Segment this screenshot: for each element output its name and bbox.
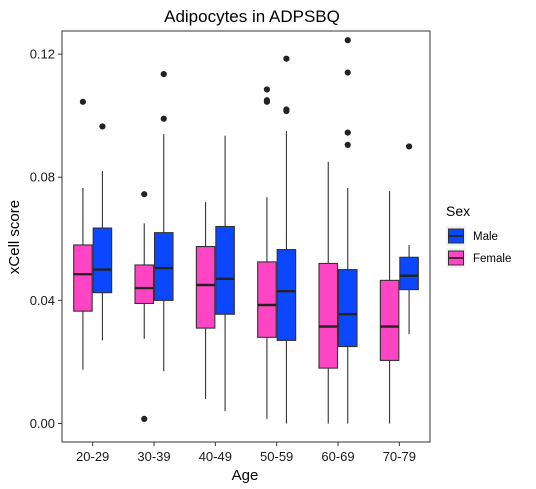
x-axis-title: Age [232,467,259,484]
x-tick-label: 30-39 [137,449,170,464]
y-tick-label: 0.04 [30,293,55,308]
box [153,232,174,301]
box [337,269,358,348]
outlier-point [160,115,167,122]
x-tick-label: 60-69 [321,449,354,464]
y-tick-label: 0.12 [30,47,55,62]
outlier-point [141,191,148,198]
male-box-40-49 [215,135,235,412]
female-box-20-29 [73,98,93,370]
outlier-point [344,141,351,149]
box [215,225,235,315]
outlier-point [263,86,271,93]
x-tick-label: 40-49 [199,449,232,464]
box [134,264,155,305]
box [318,262,339,369]
y-axis: 0.00 0.04 0.08 0.12 [30,47,62,431]
legend-label-female: Female [473,253,511,265]
female-box-50-59 [257,86,277,419]
outlier-point [99,123,106,130]
outlier-point [141,415,148,423]
box [195,245,216,329]
outlier-point [283,107,290,115]
outlier-point [283,55,290,62]
x-axis: 20-29 30-39 40-49 50-59 60-69 70-79 [76,442,416,464]
male-box-70-79 [399,143,419,335]
y-tick-label: 0.08 [30,170,55,185]
chart-title: Adipocytes in ADPSBQ [164,7,340,26]
male-box-60-69 [337,37,358,424]
female-box-70-79 [379,191,400,424]
plot-panel [61,30,431,443]
y-tick-label: 0.00 [30,416,55,431]
outlier-point [344,129,351,136]
outlier-point [79,98,87,105]
outlier-point [344,69,351,76]
legend-title: Sex [446,203,470,219]
box [276,249,297,341]
boxplot-marks [73,37,419,424]
legend: Sex Male Female [446,203,511,268]
outlier-point [405,143,413,150]
male-box-50-59 [276,55,297,424]
male-box-30-39 [153,71,174,372]
box [73,244,93,312]
female-box-40-49 [195,201,216,399]
box [92,227,113,294]
female-box-60-69 [318,161,339,424]
x-tick-label: 20-29 [76,449,109,464]
box [379,279,400,361]
box [399,256,419,291]
x-tick-label: 50-59 [260,449,293,464]
outlier-point [263,98,271,105]
outlier-point [344,37,351,44]
y-axis-title: xCell score [6,200,23,274]
female-box-30-39 [134,191,155,423]
male-box-20-29 [92,123,113,341]
legend-label-male: Male [473,231,498,243]
x-tick-label: 70-79 [383,449,416,464]
box [257,261,277,338]
outlier-point [160,71,167,78]
